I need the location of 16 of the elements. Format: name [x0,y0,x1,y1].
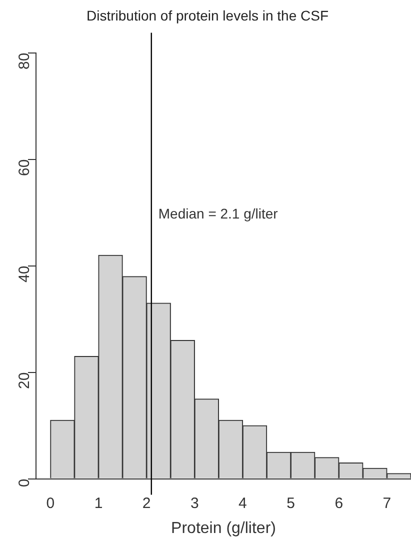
x-axis-title: Protein (g/liter) [171,520,276,537]
x-tick-label: 0 [46,494,55,512]
y-tick-label: 20 [16,372,34,389]
y-tick-label: 60 [16,159,34,176]
ref-line-label: Median = 2.1 g/liter [158,206,278,222]
chart-title: Distribution of protein levels in the CSF [86,7,328,24]
x-tick-label: 6 [334,494,344,512]
x-tick-label: 3 [190,494,199,512]
x-tick-label: 4 [238,494,247,512]
y-tick-label: 0 [16,478,34,488]
y-tick-label: 80 [16,52,34,70]
x-tick-label: 5 [286,494,295,512]
x-tick-label: 2 [142,494,151,512]
x-tick-label: 1 [94,494,103,512]
x-tick-label: 7 [382,494,392,512]
y-tick-label: 40 [16,266,34,282]
